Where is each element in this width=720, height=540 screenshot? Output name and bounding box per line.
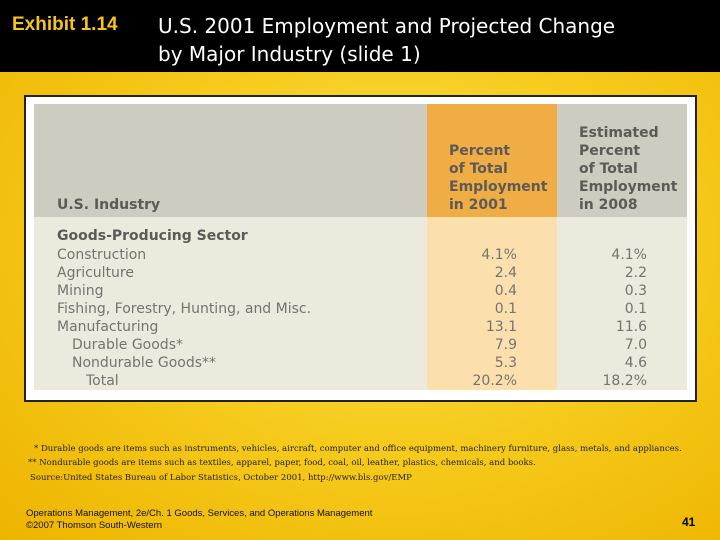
table-row: Agriculture 2.4 2.2	[34, 265, 687, 283]
value-2001: 5.3	[494, 355, 517, 371]
row-label: Nondurable Goods**	[72, 355, 217, 371]
slide-footer: Operations Management, 2e/Ch. 1 Goods, S…	[26, 508, 372, 532]
footer-copyright: ©2007 Thomson South-Western	[26, 520, 163, 531]
table-row: Mining 0.4 0.3	[34, 283, 687, 301]
row-label: Durable Goods*	[72, 337, 183, 353]
row-label: Fishing, Forestry, Hunting, and Misc.	[57, 301, 312, 317]
value-2001: 2.4	[494, 265, 517, 281]
employment-table: Estimated Percent of Total Employment in…	[24, 95, 697, 402]
value-2008: 4.6	[624, 355, 647, 371]
slide-title-line-1: U.S. 2001 Employment and Projected Chang…	[158, 14, 616, 38]
table-row: Construction 4.1% 4.1%	[34, 247, 687, 265]
slide-title: U.S. 2001 Employment and Projected Chang…	[158, 12, 698, 68]
footnote-nondurable: ** Nondurable goods are items such as te…	[28, 458, 536, 468]
table-row: Fishing, Forestry, Hunting, and Misc. 0.…	[34, 301, 687, 319]
table-row-total: Total 20.2% 18.2%	[34, 373, 687, 390]
value-2008: 0.1	[624, 301, 647, 317]
value-2008: 11.6	[615, 319, 647, 335]
value-2008: 7.0	[624, 337, 647, 353]
row-label: Agriculture	[57, 265, 134, 281]
row-label: Mining	[57, 283, 104, 299]
value-2008: 4.1%	[611, 247, 647, 263]
footer-course: Operations Management, 2e/Ch. 1 Goods, S…	[26, 508, 373, 519]
column-header-industry: U.S. Industry	[57, 197, 161, 213]
exhibit-label: Exhibit 1.14	[12, 14, 118, 35]
slide-header: Exhibit 1.14 U.S. 2001 Employment and Pr…	[0, 0, 720, 72]
table-row: Manufacturing 13.1 11.6	[34, 319, 687, 337]
column-header-2008: Estimated Percent of Total Employment in…	[579, 125, 678, 213]
footnotes: * Durable goods are items such as instru…	[28, 442, 688, 470]
table-row: Nondurable Goods** 5.3 4.6	[34, 355, 687, 373]
value-2001: 0.4	[494, 283, 517, 299]
page-number: 41	[682, 515, 696, 529]
highlight-column-body	[427, 217, 557, 390]
column-header-2001: Percent of Total Employment in 2001	[449, 143, 548, 213]
table-body: Estimated Percent of Total Employment in…	[34, 104, 687, 390]
value-2001: 4.1%	[481, 247, 517, 263]
highlight-column-header	[427, 104, 557, 217]
section-heading: Goods-Producing Sector	[57, 228, 248, 244]
footnote-durable: * Durable goods are items such as instru…	[34, 444, 682, 454]
slide-title-line-2: by Major Industry (slide 1)	[158, 42, 421, 66]
value-2008: 0.3	[624, 283, 647, 299]
row-label: Manufacturing	[57, 319, 159, 335]
source-note: Source:United States Bureau of Labor Sta…	[30, 473, 412, 483]
row-label: Total	[86, 373, 119, 389]
row-label: Construction	[57, 247, 147, 263]
value-2001: 0.1	[494, 301, 517, 317]
table-row: Durable Goods* 7.9 7.0	[34, 337, 687, 355]
value-2008: 2.2	[624, 265, 647, 281]
table-header-band	[34, 104, 687, 217]
value-2001: 20.2%	[472, 373, 517, 389]
value-2001: 13.1	[485, 319, 517, 335]
value-2001: 7.9	[494, 337, 517, 353]
value-2008: 18.2%	[602, 373, 647, 389]
